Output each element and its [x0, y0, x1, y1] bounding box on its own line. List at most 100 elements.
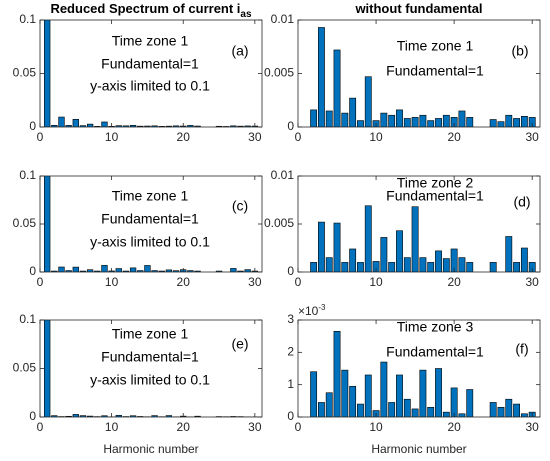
- bar: [79, 270, 87, 272]
- bar: [341, 369, 349, 417]
- bar: [411, 117, 419, 127]
- bar: [466, 117, 474, 127]
- bar: [51, 270, 58, 272]
- bar: [310, 371, 318, 417]
- bar: [458, 110, 466, 127]
- y-tick-label: 1: [287, 377, 294, 391]
- x-tick-label: 30: [248, 130, 262, 144]
- bar: [419, 369, 427, 417]
- bar: [341, 112, 349, 127]
- bar: [357, 403, 364, 417]
- bar: [450, 387, 458, 417]
- bar: [520, 413, 528, 417]
- bar: [396, 109, 403, 127]
- bar: [58, 266, 65, 272]
- y-tick-label: 0.1: [19, 312, 36, 326]
- panel: 0 0.005 0.01 0 10 20 30 without fundamental Time…: [264, 1, 541, 144]
- x-tick-label: 10: [105, 130, 119, 144]
- annotation: Fundamental=1: [386, 344, 484, 360]
- bar: [165, 415, 173, 417]
- bar: [215, 270, 223, 272]
- x-tick-label: 10: [105, 420, 119, 434]
- chart-title: without fundamental: [354, 1, 482, 16]
- bar: [435, 118, 442, 127]
- bar: [442, 114, 450, 127]
- panel: 0 0.05 0.1 0 10 20 30 Harmonic number Time zone …: [13, 312, 263, 456]
- bar: [442, 258, 450, 272]
- y-tick-label: 0: [29, 409, 36, 423]
- title-text: Reduced Spectrum of current i: [50, 1, 240, 16]
- bar: [333, 222, 341, 272]
- title-subscript: as: [240, 9, 252, 20]
- panel: 0 0.05 0.1 0 10 20 30 Reduced Spectrum of curre…: [13, 1, 263, 144]
- bar: [489, 402, 497, 417]
- bar: [51, 124, 58, 127]
- bar: [513, 403, 521, 417]
- x-tick-label: 0: [295, 275, 302, 289]
- y-tick-label: 0.005: [264, 216, 294, 230]
- bar: [411, 206, 419, 272]
- bar: [144, 265, 151, 272]
- y-tick-label: 0: [29, 119, 36, 133]
- bars: [310, 205, 536, 272]
- x-tick-label: 0: [37, 420, 44, 434]
- bar: [380, 112, 388, 127]
- y-scale-base: ×10: [298, 304, 319, 318]
- bar: [505, 114, 513, 127]
- bar: [458, 257, 466, 272]
- bar: [72, 414, 79, 417]
- bar: [466, 389, 474, 417]
- bar: [72, 118, 79, 127]
- bar: [364, 374, 372, 417]
- annotation: Time zone 1: [112, 326, 189, 342]
- axes-box: [297, 319, 541, 418]
- annotation: Fundamental=1: [101, 211, 199, 227]
- x-tick-label: 10: [369, 275, 383, 289]
- bar: [427, 120, 435, 127]
- bar: [317, 27, 325, 127]
- x-tick-label: 10: [369, 130, 383, 144]
- bar: [450, 248, 458, 272]
- bar: [58, 116, 65, 127]
- bar: [497, 406, 505, 417]
- bar: [403, 398, 411, 417]
- annotation: Time zone 3: [397, 319, 474, 335]
- bar: [435, 250, 442, 272]
- x-tick-label: 20: [447, 275, 461, 289]
- bar: [101, 415, 108, 417]
- bar: [43, 320, 51, 417]
- bar: [388, 262, 396, 272]
- bar: [403, 257, 411, 272]
- bar: [388, 114, 396, 127]
- bar: [357, 262, 364, 272]
- bar: [129, 124, 137, 127]
- x-tick-label: 10: [369, 420, 383, 434]
- bar: [244, 125, 251, 127]
- annotation: Time zone 2: [397, 175, 474, 191]
- bar: [466, 262, 474, 272]
- y-tick-label: 0: [287, 409, 294, 423]
- x-tick-label: 30: [526, 275, 540, 289]
- bar: [194, 125, 201, 127]
- panel-label: (d): [513, 194, 530, 210]
- y-tick-label: 0.1: [19, 168, 36, 182]
- annotation: Fundamental=1: [386, 188, 484, 204]
- bar: [43, 176, 51, 272]
- bar: [172, 270, 180, 272]
- bar: [505, 236, 513, 272]
- bar: [94, 270, 101, 272]
- bar: [450, 117, 458, 127]
- bar: [513, 118, 521, 127]
- bar: [349, 97, 357, 127]
- x-tick-label: 10: [105, 275, 119, 289]
- bar: [333, 49, 341, 127]
- bar: [79, 125, 87, 127]
- bar: [419, 114, 427, 127]
- x-tick-label: 30: [526, 420, 540, 434]
- bar: [237, 270, 244, 272]
- bar: [115, 125, 122, 127]
- bar: [86, 123, 94, 127]
- bar: [317, 402, 325, 417]
- x-tick-label: 30: [248, 420, 262, 434]
